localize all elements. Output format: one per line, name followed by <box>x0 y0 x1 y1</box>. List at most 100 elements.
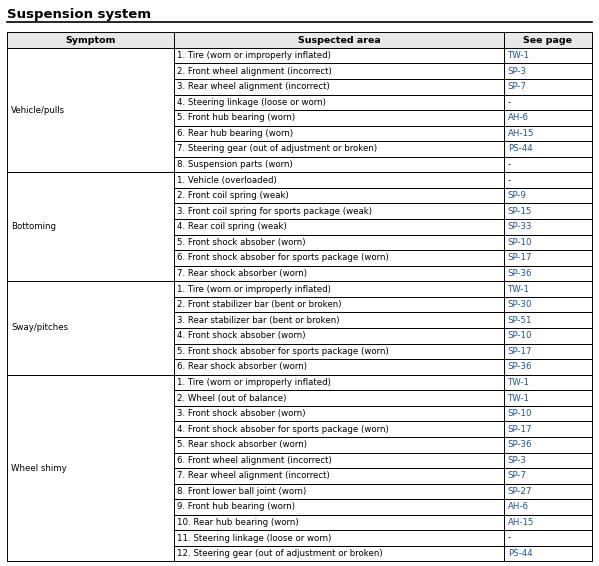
Text: SP-7: SP-7 <box>508 82 527 91</box>
Bar <box>504 48 592 63</box>
Bar <box>174 157 504 172</box>
Text: SP-3: SP-3 <box>508 456 527 465</box>
Text: Wheel shimy: Wheel shimy <box>11 464 67 473</box>
Text: 2. Front wheel alignment (incorrect): 2. Front wheel alignment (incorrect) <box>177 67 332 76</box>
Bar <box>174 63 504 79</box>
Text: See page: See page <box>524 36 573 45</box>
Text: 6. Front shock absober for sports package (worn): 6. Front shock absober for sports packag… <box>177 254 389 263</box>
Text: SP-17: SP-17 <box>508 424 533 434</box>
Bar <box>174 234 504 250</box>
Bar <box>174 468 504 483</box>
Text: -: - <box>508 160 511 169</box>
Bar <box>504 297 592 312</box>
Bar <box>174 437 504 453</box>
Text: 7. Rear shock absorber (worn): 7. Rear shock absorber (worn) <box>177 269 307 278</box>
Text: 5. Rear shock absorber (worn): 5. Rear shock absorber (worn) <box>177 440 307 449</box>
Text: 3. Front coil spring for sports package (weak): 3. Front coil spring for sports package … <box>177 207 373 216</box>
Text: SP-27: SP-27 <box>508 487 533 496</box>
Text: SP-30: SP-30 <box>508 300 533 309</box>
Bar <box>504 483 592 499</box>
Bar <box>7 32 174 48</box>
Text: 1. Tire (worn or improperly inflated): 1. Tire (worn or improperly inflated) <box>177 378 331 387</box>
Bar <box>174 48 504 63</box>
Text: SP-36: SP-36 <box>508 440 533 449</box>
Bar <box>174 328 504 344</box>
Text: SP-9: SP-9 <box>508 191 527 200</box>
Bar <box>174 483 504 499</box>
Text: SP-10: SP-10 <box>508 409 533 418</box>
Text: -: - <box>508 98 511 107</box>
Text: AH-6: AH-6 <box>508 503 529 512</box>
Bar <box>174 359 504 375</box>
Text: SP-3: SP-3 <box>508 67 527 76</box>
Text: 5. Front shock absober (worn): 5. Front shock absober (worn) <box>177 238 306 247</box>
Bar <box>504 375 592 391</box>
Bar <box>504 126 592 142</box>
Bar <box>174 110 504 126</box>
Bar <box>174 297 504 312</box>
Bar <box>504 406 592 421</box>
Bar <box>174 79 504 95</box>
Text: SP-51: SP-51 <box>508 316 533 325</box>
Bar <box>504 32 592 48</box>
Bar <box>7 48 174 172</box>
Text: 5. Front hub bearing (worn): 5. Front hub bearing (worn) <box>177 113 295 122</box>
Text: 3. Rear stabilizer bar (bent or broken): 3. Rear stabilizer bar (bent or broken) <box>177 316 340 325</box>
Text: 4. Front shock absober for sports package (worn): 4. Front shock absober for sports packag… <box>177 424 389 434</box>
Bar <box>504 468 592 483</box>
Bar <box>174 95 504 110</box>
Bar <box>174 375 504 391</box>
Text: Bottoming: Bottoming <box>11 222 56 231</box>
Bar <box>504 63 592 79</box>
Text: 8. Suspension parts (worn): 8. Suspension parts (worn) <box>177 160 293 169</box>
Bar <box>174 281 504 297</box>
Text: 9. Front hub bearing (worn): 9. Front hub bearing (worn) <box>177 503 295 512</box>
Bar <box>504 312 592 328</box>
Bar <box>174 219 504 234</box>
Text: SP-36: SP-36 <box>508 362 533 371</box>
Bar <box>174 453 504 468</box>
Text: -: - <box>508 175 511 185</box>
Text: 3. Front shock absober (worn): 3. Front shock absober (worn) <box>177 409 306 418</box>
Bar <box>504 391 592 406</box>
Text: 7. Rear wheel alignment (incorrect): 7. Rear wheel alignment (incorrect) <box>177 471 330 481</box>
Bar <box>504 421 592 437</box>
Text: -: - <box>508 534 511 543</box>
Text: 6. Front wheel alignment (incorrect): 6. Front wheel alignment (incorrect) <box>177 456 332 465</box>
Bar <box>504 95 592 110</box>
Bar <box>174 312 504 328</box>
Bar <box>174 530 504 546</box>
Bar <box>174 546 504 561</box>
Text: SP-10: SP-10 <box>508 238 533 247</box>
Bar <box>174 499 504 515</box>
Bar <box>504 281 592 297</box>
Text: SP-15: SP-15 <box>508 207 533 216</box>
Bar <box>174 250 504 266</box>
Text: Sway/pitches: Sway/pitches <box>11 324 68 332</box>
Text: 7. Steering gear (out of adjustment or broken): 7. Steering gear (out of adjustment or b… <box>177 144 377 153</box>
Text: PS-44: PS-44 <box>508 549 533 558</box>
Text: SP-7: SP-7 <box>508 471 527 481</box>
Text: TW-1: TW-1 <box>508 51 530 60</box>
Text: 4. Front shock absober (worn): 4. Front shock absober (worn) <box>177 331 306 340</box>
Bar <box>504 546 592 561</box>
Text: Suspected area: Suspected area <box>298 36 380 45</box>
Bar <box>504 172 592 188</box>
Text: SP-36: SP-36 <box>508 269 533 278</box>
Text: TW-1: TW-1 <box>508 378 530 387</box>
Bar <box>174 515 504 530</box>
Text: 6. Rear hub bearing (worn): 6. Rear hub bearing (worn) <box>177 129 294 138</box>
Bar <box>504 328 592 344</box>
Bar <box>504 250 592 266</box>
Text: 4. Rear coil spring (weak): 4. Rear coil spring (weak) <box>177 222 287 231</box>
Text: 2. Wheel (out of balance): 2. Wheel (out of balance) <box>177 393 287 402</box>
Text: 1. Tire (worn or improperly inflated): 1. Tire (worn or improperly inflated) <box>177 285 331 294</box>
Bar <box>504 157 592 172</box>
Text: Symptom: Symptom <box>65 36 116 45</box>
Text: AH-15: AH-15 <box>508 129 534 138</box>
Bar <box>504 266 592 281</box>
Bar <box>7 173 174 281</box>
Bar <box>504 437 592 453</box>
Bar <box>174 204 504 219</box>
Text: 6. Rear shock absorber (worn): 6. Rear shock absorber (worn) <box>177 362 307 371</box>
